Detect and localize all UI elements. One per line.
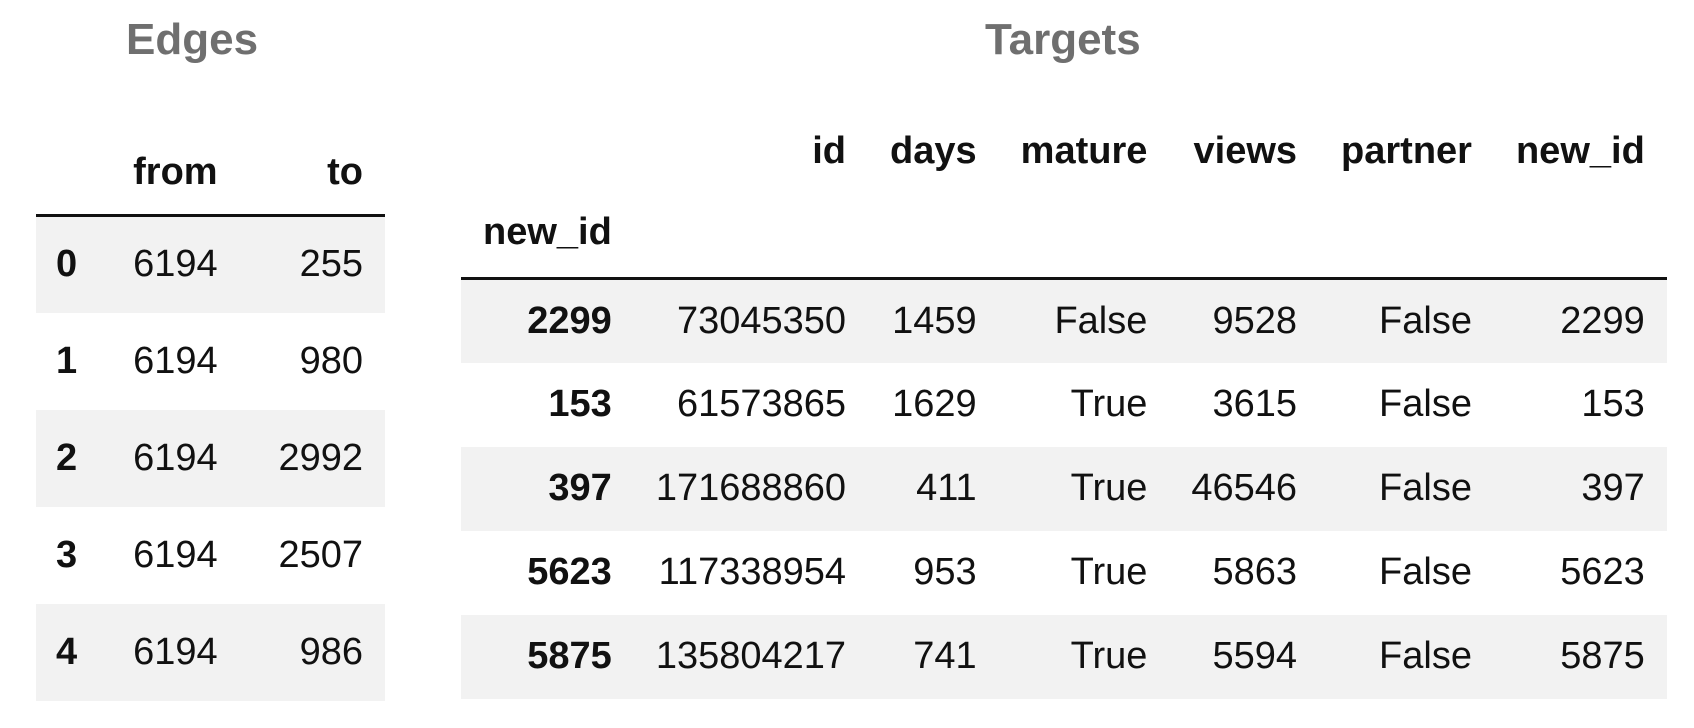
cell-id: 117338954 [658, 551, 847, 593]
table-row: 5875 135804217 741 True 5594 False 5875 [461, 614, 1667, 699]
edges-header-row: from to [36, 130, 385, 216]
cell-days: 411 [916, 467, 977, 509]
table-row: 5623 117338954 953 True 5863 False 5623 [461, 530, 1667, 615]
cell-mature: True [1070, 551, 1148, 593]
table-row: 2 6194 2992 [36, 409, 385, 507]
cell-mature: True [1070, 383, 1148, 425]
cell-days: 953 [913, 551, 977, 593]
cell-to: 255 [299, 243, 363, 286]
row-index: 3 [56, 533, 78, 576]
row-index: 397 [548, 467, 612, 509]
cell-mature: True [1070, 635, 1148, 677]
table-row: 2299 73045350 1459 False 9528 False 2299 [461, 278, 1667, 363]
table-row: 3 6194 2507 [36, 506, 385, 604]
row-index: 153 [548, 383, 612, 425]
cell-partner: False [1379, 299, 1472, 342]
cell-partner: False [1379, 551, 1472, 593]
targets-col-id: id [812, 129, 847, 172]
table-row: 1 6194 980 [36, 312, 385, 410]
cell-views: 3615 [1212, 383, 1298, 425]
targets-col-new-id: new_id [1515, 129, 1645, 172]
cell-new-id: 153 [1581, 383, 1645, 425]
targets-col-days: days [890, 129, 977, 172]
cell-partner: False [1379, 383, 1472, 425]
targets-index-name: new_id [483, 210, 612, 253]
cell-from: 6194 [133, 243, 218, 286]
cell-to: 980 [299, 339, 363, 382]
cell-new-id: 2299 [1560, 299, 1645, 342]
cell-days: 741 [913, 635, 977, 677]
table-row: 0 6194 255 [36, 215, 385, 313]
cell-new-id: 5623 [1560, 551, 1645, 593]
row-index: 5623 [527, 551, 612, 593]
row-index: 4 [56, 630, 78, 673]
cell-from: 6194 [133, 436, 218, 479]
cell-new-id: 397 [1581, 467, 1645, 509]
cell-from: 6194 [133, 533, 218, 576]
table-row: 397 171688860 411 True 46546 False 397 [461, 446, 1667, 531]
edges-table: from to 0 6194 255 1 6194 980 2 6194 299… [36, 130, 385, 701]
targets-col-partner: partner [1341, 129, 1472, 172]
edges-col-from: from [133, 150, 218, 193]
cell-id: 61573865 [676, 383, 847, 425]
row-index: 1 [56, 339, 78, 382]
targets-title: Targets [985, 15, 1141, 64]
cell-from: 6194 [133, 630, 218, 673]
cell-mature: True [1070, 467, 1148, 509]
table-row: 4 6194 986 [36, 603, 385, 701]
targets-index-header [461, 115, 634, 187]
edges-table-header: from to [36, 130, 385, 216]
targets-col-mature: mature [1020, 129, 1148, 172]
cell-id: 135804217 [655, 635, 847, 677]
row-index: 2299 [527, 299, 612, 342]
edges-title: Edges [126, 15, 259, 64]
table-row: 153 61573865 1629 True 3615 False 153 [461, 362, 1667, 447]
targets-table: id days mature views partner new_id new_… [461, 115, 1667, 699]
cell-id: 73045350 [676, 299, 847, 342]
cell-to: 986 [299, 630, 363, 673]
targets-table-header: id days mature views partner new_id new_… [461, 115, 1667, 279]
cell-views: 9528 [1212, 299, 1298, 342]
row-index: 0 [56, 243, 78, 286]
cell-partner: False [1379, 467, 1472, 509]
cell-from: 6194 [133, 339, 218, 382]
edges-col-to: to [327, 150, 363, 193]
cell-to: 2992 [278, 436, 363, 479]
targets-col-views: views [1193, 129, 1298, 172]
cell-new-id: 5875 [1560, 635, 1645, 677]
edges-index-header [36, 130, 103, 216]
cell-days: 1629 [892, 383, 977, 425]
targets-index-name-row: new_id [461, 187, 1667, 279]
cell-partner: False [1379, 635, 1472, 677]
cell-mature: False [1054, 299, 1148, 342]
cell-id: 171688860 [655, 467, 847, 509]
edges-table-body: 0 6194 255 1 6194 980 2 6194 2992 3 6194… [36, 215, 385, 701]
row-index: 5875 [527, 635, 612, 677]
cell-views: 5594 [1212, 635, 1298, 677]
targets-header-row: id days mature views partner new_id [461, 115, 1667, 187]
cell-days: 1459 [892, 299, 977, 342]
cell-views: 5863 [1212, 551, 1298, 593]
targets-table-body: 2299 73045350 1459 False 9528 False 2299… [461, 278, 1667, 699]
cell-to: 2507 [278, 533, 363, 576]
row-index: 2 [56, 436, 78, 479]
cell-views: 46546 [1191, 467, 1298, 509]
